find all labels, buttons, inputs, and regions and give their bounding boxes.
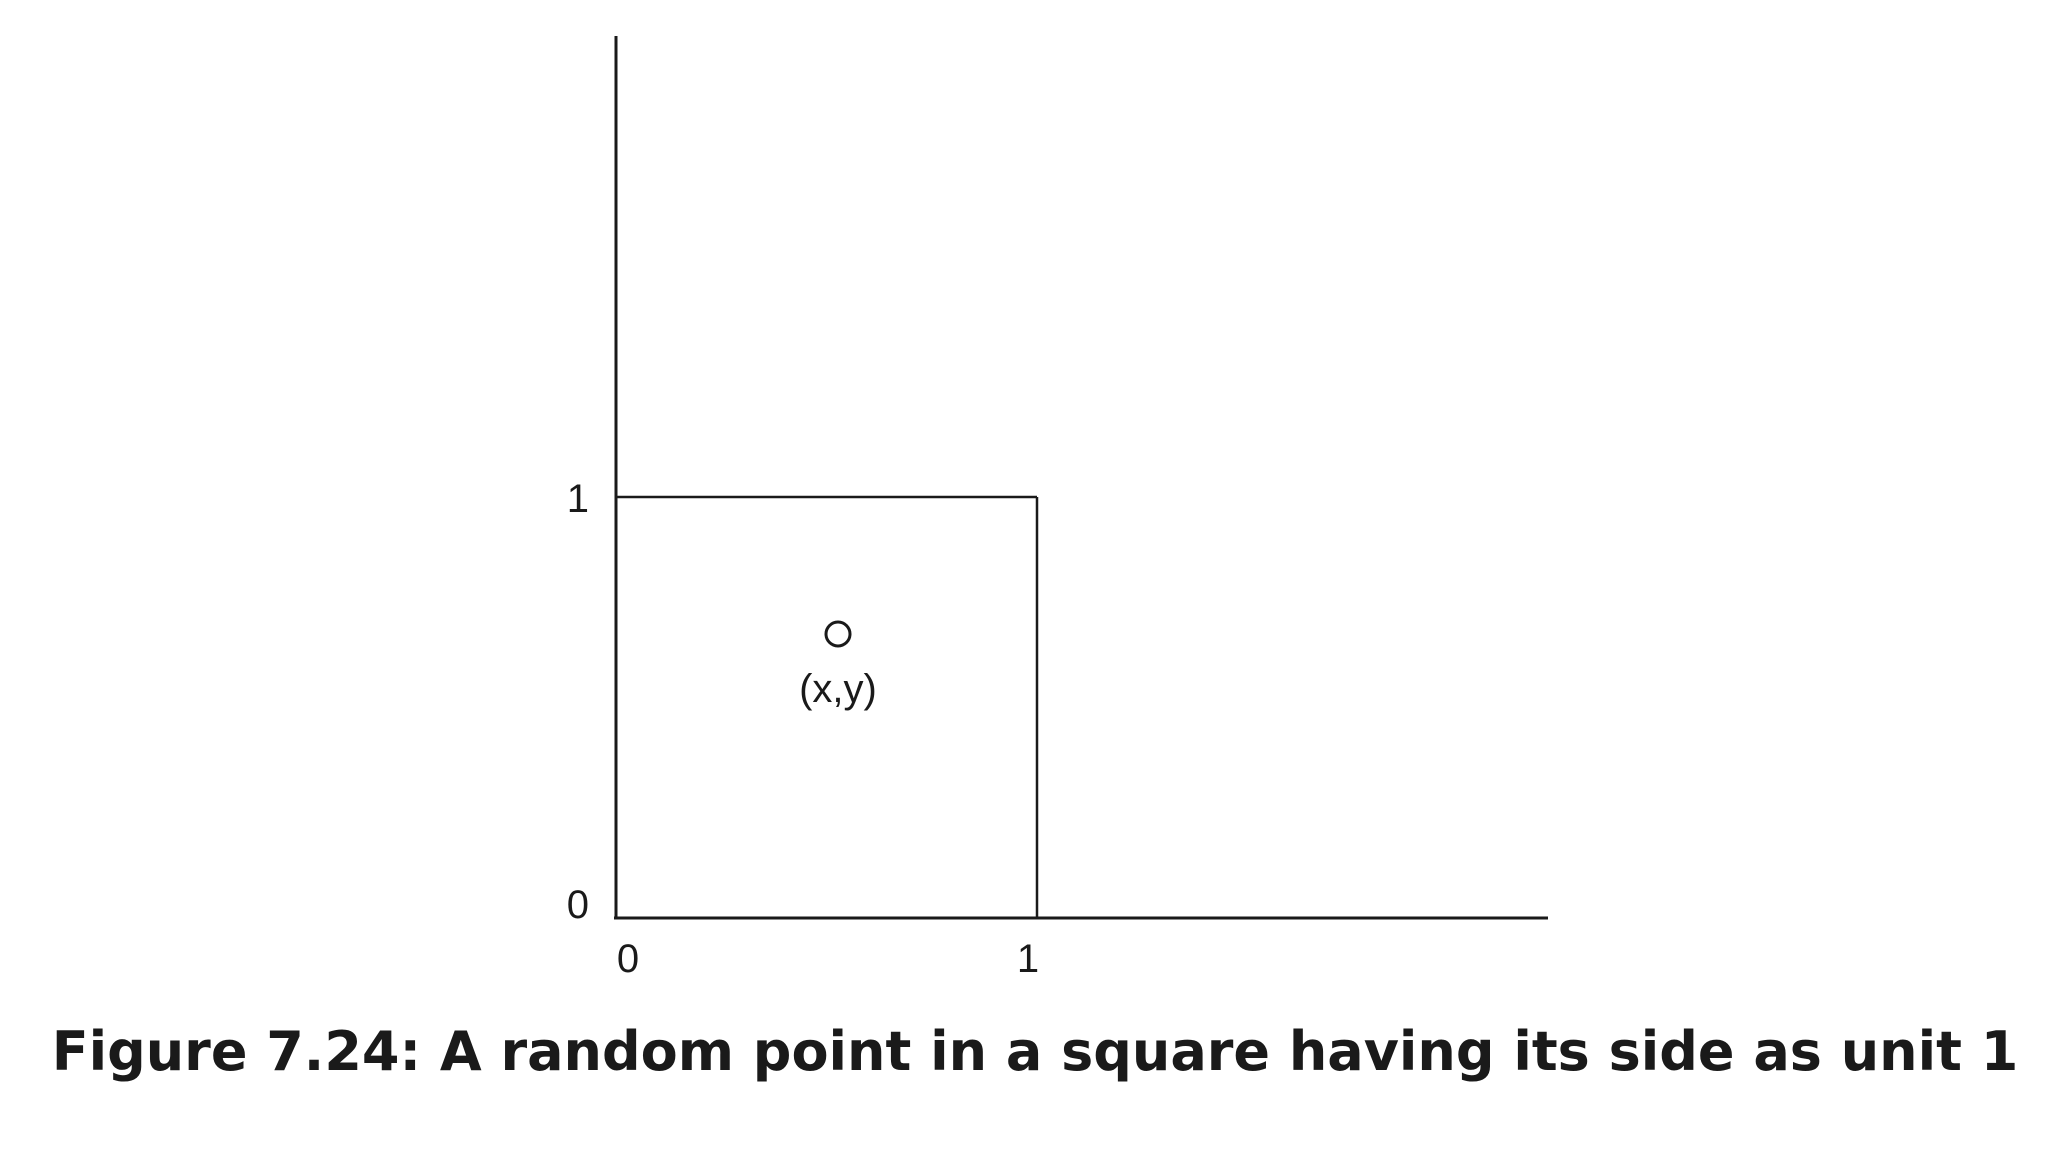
random-point-marker [824, 620, 852, 648]
x-tick-label-1: 1 [1017, 937, 1039, 981]
y-tick-label-0: 0 [567, 883, 589, 927]
y-tick-label-1: 1 [567, 477, 589, 521]
random-point-label: (x,y) [799, 667, 877, 711]
figure-caption: Figure 7.24: A random point in a square … [51, 1020, 2019, 1083]
x-tick-label-0: 0 [617, 937, 639, 981]
